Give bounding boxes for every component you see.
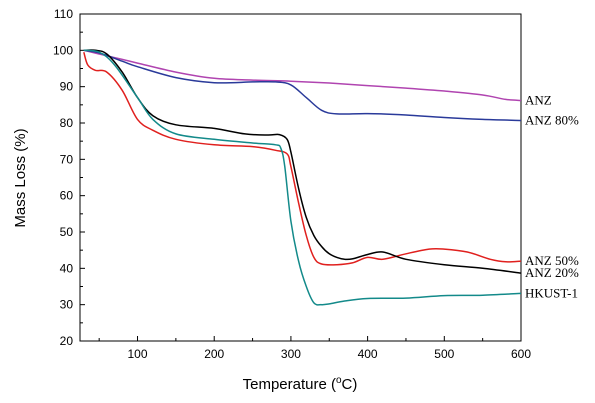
- y-tick-label: 80: [60, 116, 74, 130]
- plot-frame: [79, 13, 522, 342]
- y-tick-label: 20: [60, 334, 74, 348]
- y-tick-label: 70: [60, 152, 74, 166]
- x-tick-label: 500: [434, 347, 454, 361]
- series-line-anz-80: [83, 49, 522, 122]
- series-labels: ANZ ANZ 80% ANZ 50%ANZ 20% HKUST-1: [525, 92, 579, 300]
- series-line-anz-50: [83, 51, 522, 266]
- x-tick-label: 600: [511, 347, 531, 361]
- y-tick-label: 40: [60, 261, 74, 275]
- series-label-anz-20: ANZ 20%: [525, 265, 579, 280]
- axis-ticks: 100 200 300 400 500 600 20 30 40 50 60 70 80 90 100 110: [53, 7, 531, 361]
- series-label-anz: ANZ: [525, 92, 552, 107]
- series-line-hkust-1: [83, 49, 522, 306]
- y-tick-label: 30: [60, 298, 74, 312]
- y-tick-label: 50: [60, 225, 74, 239]
- x-axis-title-degree: o: [336, 375, 342, 386]
- y-tick-label: 110: [54, 7, 73, 21]
- x-axis-title-prefix: Temperature (: [243, 376, 336, 393]
- series-line-anz: [83, 49, 522, 102]
- x-axis-title-suffix: C): [342, 376, 358, 393]
- y-axis-title: Mass Loss (%): [12, 128, 29, 227]
- y-tick-label: 60: [60, 189, 74, 203]
- x-tick-label: 300: [281, 347, 301, 361]
- series-lines: [83, 49, 522, 306]
- x-axis-title: Temperature (oC): [243, 375, 358, 393]
- x-tick-label: 100: [128, 347, 148, 361]
- y-tick-label: 90: [60, 80, 74, 94]
- x-tick-label: 200: [204, 347, 224, 361]
- series-label-anz-80: ANZ 80%: [525, 112, 579, 127]
- x-tick-label: 400: [358, 347, 378, 361]
- y-tick-label: 100: [53, 43, 73, 57]
- series-label-hkust-1: HKUST-1: [525, 285, 578, 300]
- series-line-anz-20: [83, 49, 522, 274]
- series-label-anz-50: ANZ 50%: [525, 253, 579, 268]
